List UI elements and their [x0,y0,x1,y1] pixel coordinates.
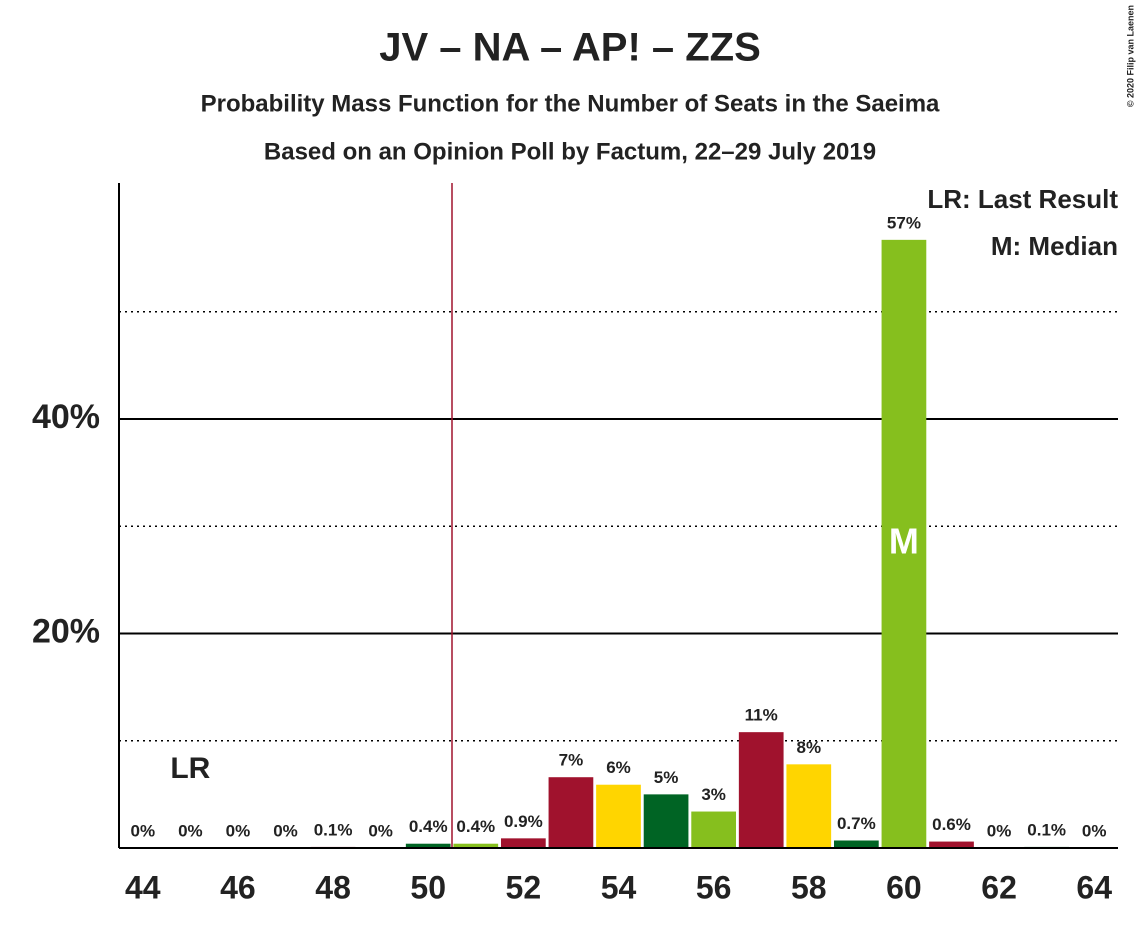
value-label: 0.4% [409,817,448,836]
value-label: 0% [130,821,155,840]
x-tick-label: 54 [601,869,637,905]
value-label: 8% [796,738,821,757]
value-label: 0.1% [314,820,353,839]
x-tick-label: 60 [886,869,922,905]
legend-entry: LR: Last Result [927,184,1118,214]
bar [453,843,499,848]
x-tick-label: 44 [125,869,161,905]
legend-entry: M: Median [991,231,1118,261]
value-label: 3% [701,785,726,804]
y-tick-label: 40% [32,398,100,436]
last-result-marker: LR [170,752,210,785]
bar [786,764,832,848]
value-label: 0.4% [456,817,495,836]
value-label: 7% [559,751,584,770]
value-label: 0% [1082,821,1107,840]
value-label: 0.9% [504,812,543,831]
bar [596,784,641,848]
bar [691,811,737,848]
x-tick-label: 48 [315,869,351,905]
value-label: 0% [987,821,1012,840]
copyright: © 2020 Filip van Laenen [1125,5,1135,107]
value-label: 0.6% [932,815,971,834]
bar [833,840,879,848]
x-tick-label: 52 [506,869,542,905]
x-tick-label: 64 [1076,869,1112,905]
value-label: 11% [745,706,778,725]
value-label: 0% [273,821,298,840]
value-label: 0.7% [837,814,876,833]
value-label: 0.1% [1027,820,1066,839]
bar [405,843,451,848]
bar [500,838,546,848]
value-label: 5% [654,768,679,787]
x-tick-label: 58 [791,869,827,905]
subtitle: Probability Mass Function for the Number… [201,90,940,117]
median-marker: M [889,520,919,561]
value-label: 6% [606,758,631,777]
bar [929,841,974,848]
value-label: 57% [887,213,921,232]
x-tick-label: 46 [220,869,256,905]
value-label: 0% [226,821,251,840]
x-tick-label: 56 [696,869,732,905]
x-tick-label: 50 [410,869,446,905]
bar [738,732,784,848]
value-label: 0% [368,821,393,840]
value-label: 0% [178,821,203,840]
chart-title: JV – NA – AP! – ZZS [379,26,761,70]
bar [881,239,927,848]
x-tick-label: 62 [981,869,1017,905]
bar [643,794,689,848]
y-tick-label: 20% [32,612,100,650]
subtitle: Based on an Opinion Poll by Factum, 22–2… [264,138,876,165]
bar [548,777,594,848]
